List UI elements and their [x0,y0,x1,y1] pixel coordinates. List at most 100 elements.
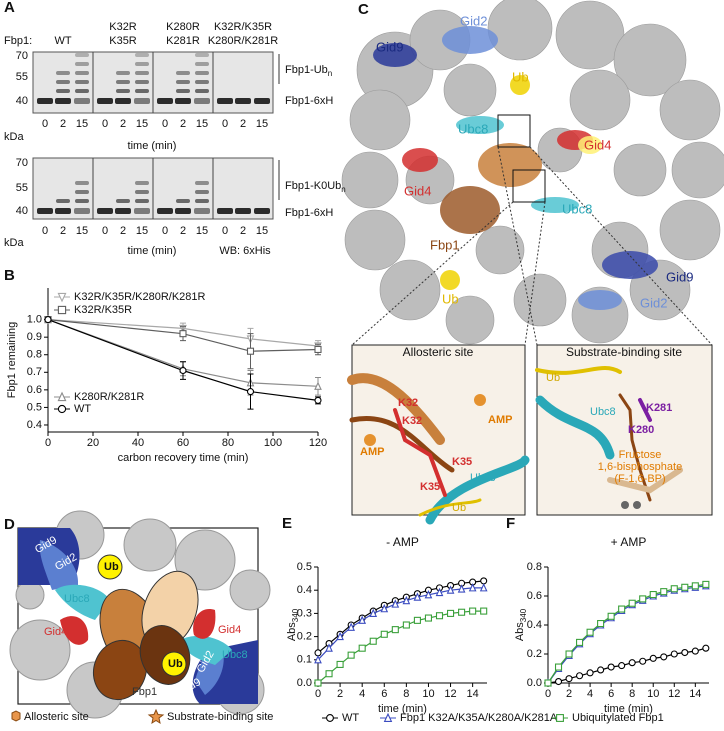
gel-band [176,80,190,84]
band-label: Fbp1-6xH [285,95,333,107]
x-tick-label: 10 [422,688,434,700]
x-tick-label: 60 [177,437,189,449]
structure-label: Gid4 [404,183,431,198]
marker [358,615,367,624]
legend-label: K32R/K35R/K280R/K281R [74,291,206,303]
marker [468,583,477,592]
x-tick-label: 8 [403,688,409,700]
marker [246,347,255,355]
gel-band [56,89,70,93]
gel-band [195,190,209,194]
surface-blob [341,151,399,209]
series-line [317,587,484,661]
y-tick-label: 0.0 [297,677,312,689]
legend-marker [57,292,67,303]
zoom-guide [529,146,713,346]
panel-label: E [282,515,292,532]
structure-label: Gid9 [376,39,403,54]
gel-band [134,98,150,104]
marker [325,670,333,678]
strain-label: K281R [166,35,200,47]
schematic-label: Ub [104,561,119,573]
gel-band [195,71,209,75]
mw-unit: kDa [4,237,24,249]
y-tick-label: 0.5 [297,561,312,573]
inset-ribbon [618,393,652,502]
gel-band [116,71,130,75]
ub [97,554,123,580]
x-tick-label: 2 [566,688,572,700]
zoom-box [512,169,546,203]
protein-ribbon [531,197,579,213]
gel-band [135,62,149,66]
x-tick-label: 120 [309,437,327,449]
band-label-sub: n [328,69,332,78]
lane-label: 15 [76,225,88,237]
y-axis-label-text: Fbp1 remaining [6,322,18,398]
gel-band [135,89,149,93]
inset-title: Allosteric site [403,345,474,359]
inset-ribbon [393,408,447,497]
gid-subunit [39,540,79,590]
legend-label: WT [74,403,91,415]
protein-ribbon [373,43,417,67]
series-line [317,580,484,654]
surface-blob [671,141,724,199]
marker [380,603,389,613]
residue-label: K35 [420,481,440,493]
marker [554,663,563,671]
fbp1-subunit [93,639,147,701]
gel-band [56,80,70,84]
gel-band [195,199,209,203]
ubc8 [180,635,232,665]
blot-note: WB: 6xHis [219,245,271,257]
mw-marker: 40 [16,205,28,217]
protein-label: Ub [546,372,560,384]
gel-band [116,89,130,93]
gel-band [75,71,89,75]
marker [391,599,400,608]
band-label: Fbp1-6xH [285,207,333,219]
marker [544,679,552,687]
gel-band [75,89,89,93]
structure-image [341,0,724,525]
mw-marker: 70 [16,157,28,169]
marker [670,585,678,593]
schematic-label: Gid4 [44,626,67,638]
x-axis-label: time (min) [378,703,427,715]
protein-label: Ub [452,502,466,514]
lane-label: 2 [240,118,246,130]
band-label-text: Fbp1-Ub [285,64,328,76]
marker [649,654,657,662]
mw-unit: kDa [4,131,24,143]
lane-label: 2 [120,118,126,130]
marker [670,650,678,658]
marker [597,666,605,674]
surface-blob [443,63,497,117]
marker [479,583,488,592]
surface-blob [659,79,721,141]
strain-label: K35R [109,35,137,47]
strain-label: WT [54,35,71,47]
panel-label: A [4,0,15,16]
lane-label: 15 [136,225,148,237]
y-tick-label: 0.6 [527,590,542,602]
gel-band [97,98,113,104]
x-tick-label: 2 [337,688,343,700]
strain-label: K32R [109,21,137,33]
marker [554,677,563,686]
mw-marker: 70 [16,50,28,62]
structure-label: Gid2 [640,295,667,310]
marker [702,580,710,588]
marker [325,643,333,652]
ub [161,651,187,677]
axis-label: time (min) [128,245,177,257]
schematic-label: Ub [168,658,183,670]
strain-label: K280R [166,21,200,33]
y-tick-label: 0.8 [27,349,42,361]
ion [621,501,629,509]
gray-subunit [174,529,236,591]
marker [314,654,322,664]
gid4 [193,609,216,639]
gel-band [55,98,71,104]
